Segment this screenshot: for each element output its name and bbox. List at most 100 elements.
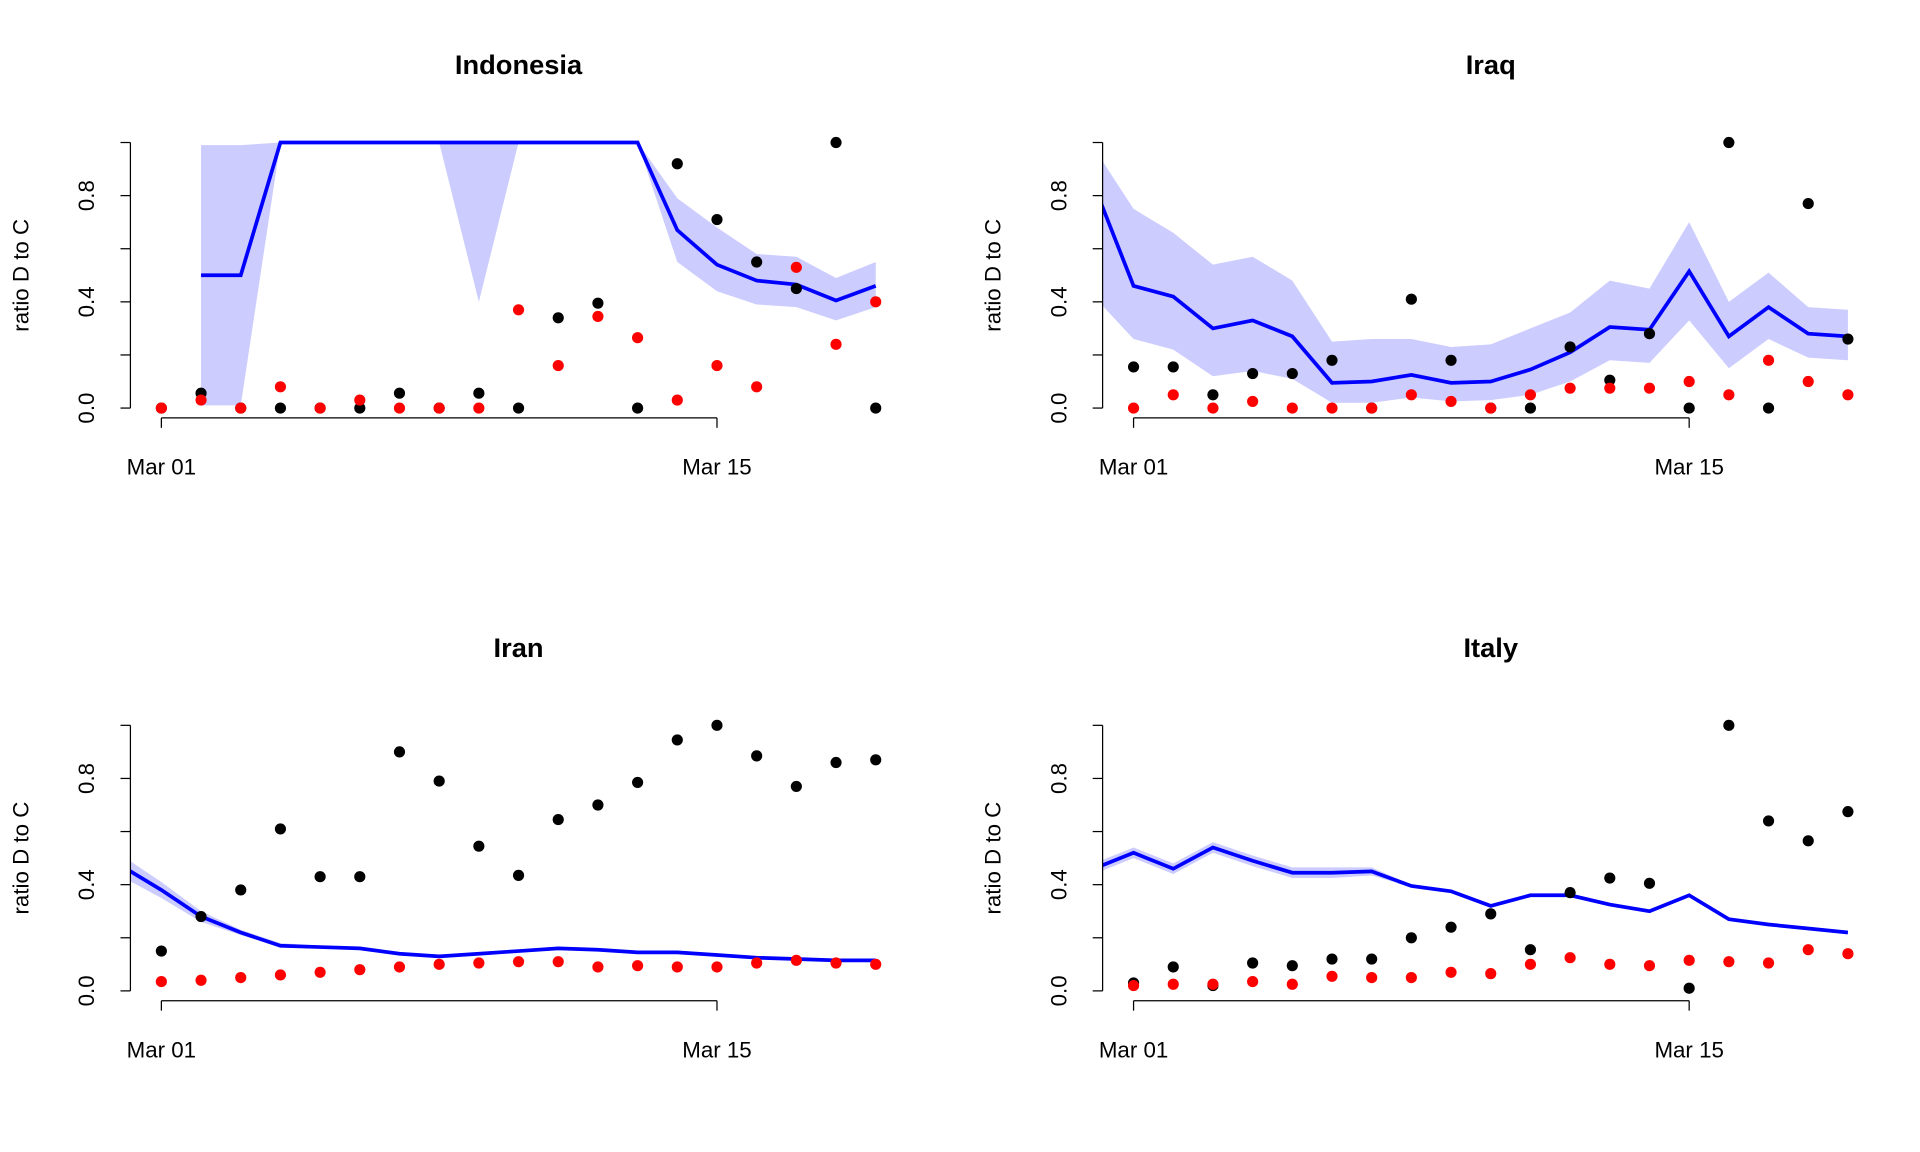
data-point — [1683, 375, 1695, 388]
data-point — [1643, 328, 1656, 340]
estimate-line — [130, 869, 876, 963]
data-point — [1683, 402, 1695, 414]
data-point — [473, 387, 485, 399]
data-point — [274, 402, 287, 414]
data-point — [155, 945, 167, 957]
data-point — [1326, 402, 1338, 414]
y-tick-label: 0.8 — [74, 180, 99, 211]
data-point — [1405, 293, 1417, 305]
y-axis-label: ratio D to C — [8, 219, 33, 332]
data-point — [1167, 978, 1179, 990]
estimate-line — [1102, 845, 1849, 935]
data-point — [1604, 374, 1616, 386]
data-point — [354, 871, 366, 883]
y-tick-label: 0.4 — [74, 286, 99, 317]
data-point — [671, 734, 683, 746]
data-point — [632, 960, 644, 972]
data-point — [1247, 367, 1259, 380]
plot-area — [201, 140, 877, 406]
data-point — [1643, 960, 1656, 972]
data-point — [1405, 972, 1417, 984]
data-point — [552, 814, 564, 826]
data-point — [1167, 389, 1179, 401]
plot-area — [1102, 161, 1849, 403]
data-point — [830, 756, 842, 769]
chart-title: Iraq — [1466, 49, 1516, 80]
data-point — [473, 840, 485, 852]
data-point — [393, 746, 406, 758]
data-point — [473, 957, 485, 969]
data-point — [354, 964, 366, 976]
y-tick-label: 0.4 — [74, 869, 99, 900]
data-point — [1524, 958, 1537, 970]
data-point — [552, 359, 564, 372]
data-point — [1445, 921, 1457, 933]
data-point — [1127, 361, 1140, 373]
data-point — [592, 799, 604, 811]
data-point — [195, 910, 207, 923]
estimate-line — [201, 140, 877, 303]
data-point — [552, 956, 564, 968]
data-point — [632, 332, 644, 344]
data-point — [592, 297, 604, 309]
data-point — [1127, 402, 1140, 414]
data-point — [592, 310, 604, 323]
data-point — [314, 402, 326, 414]
data-point — [512, 869, 525, 881]
data-point — [1405, 932, 1417, 944]
data-point — [512, 304, 525, 316]
data-point — [1326, 354, 1338, 366]
data-point — [195, 974, 207, 986]
data-point — [393, 961, 406, 973]
x-tick-label: Mar 01 — [1099, 1037, 1168, 1062]
estimate-line — [1102, 202, 1849, 385]
confidence-band — [130, 861, 876, 962]
data-point — [1802, 198, 1814, 210]
data-point — [1842, 389, 1854, 401]
data-point — [433, 958, 445, 970]
data-point — [1564, 952, 1576, 964]
data-point — [274, 381, 287, 393]
data-point — [711, 961, 723, 973]
data-point — [711, 213, 723, 226]
data-point — [790, 261, 802, 273]
data-point — [671, 961, 683, 973]
x-tick-label: Mar 15 — [1654, 455, 1723, 480]
data-point — [314, 966, 326, 978]
data-point — [830, 957, 842, 969]
data-point — [1802, 835, 1814, 847]
data-point — [711, 359, 723, 372]
data-point — [751, 256, 763, 268]
data-point — [1167, 961, 1179, 973]
y-axis-label: ratio D to C — [981, 219, 1006, 332]
data-point — [1723, 719, 1735, 731]
x-tick-label: Mar 01 — [1099, 455, 1168, 480]
data-point — [790, 282, 802, 295]
data-point — [1445, 354, 1457, 366]
data-point — [1207, 402, 1219, 414]
y-tick-label: 0.4 — [1046, 286, 1071, 317]
data-point — [1485, 968, 1497, 980]
data-point — [1326, 970, 1338, 982]
data-point — [1524, 402, 1537, 414]
data-point — [235, 402, 247, 414]
data-point — [790, 780, 802, 792]
data-point — [1247, 957, 1259, 969]
confidence-band — [1102, 161, 1848, 403]
data-point — [1366, 402, 1378, 414]
data-point — [512, 956, 525, 968]
plot-area — [130, 861, 876, 963]
y-tick-label: 0.0 — [74, 393, 99, 424]
data-point — [632, 402, 644, 414]
data-point — [751, 750, 763, 762]
data-point — [1643, 877, 1656, 889]
data-point — [1247, 976, 1259, 988]
data-point — [1762, 354, 1775, 366]
data-point — [1405, 389, 1417, 401]
data-point — [274, 969, 287, 981]
chart-title: Italy — [1463, 632, 1518, 663]
data-point — [830, 338, 842, 350]
data-point — [195, 394, 207, 406]
data-point — [235, 972, 247, 984]
data-point — [1485, 908, 1497, 920]
